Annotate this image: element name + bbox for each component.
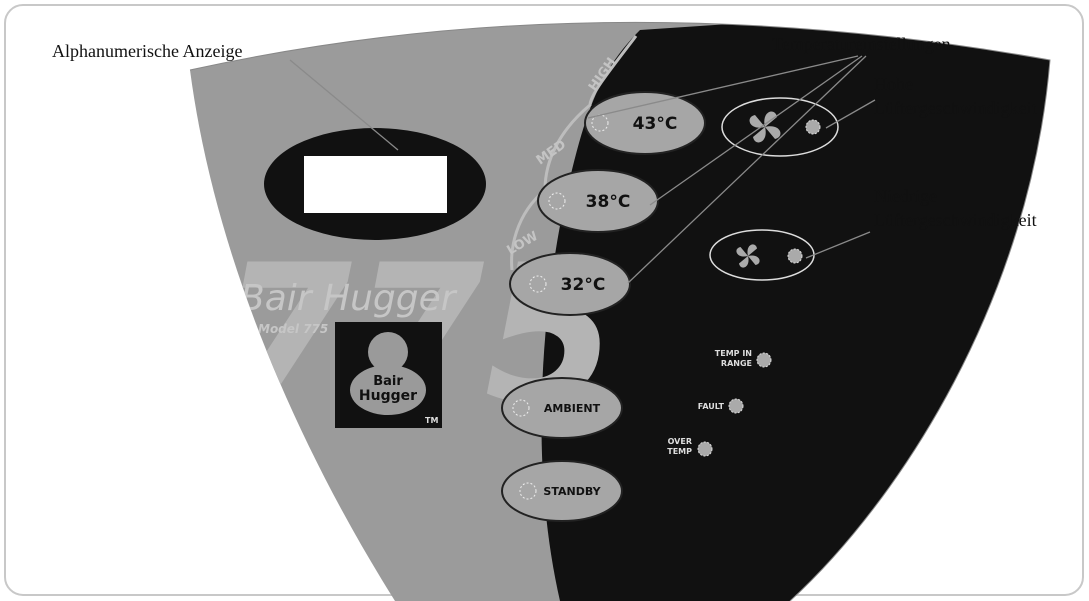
- fan-high-button[interactable]: [721, 97, 839, 157]
- display: [304, 156, 447, 213]
- temp-button[interactable]: 43°C: [584, 91, 706, 155]
- wave-edge: [510, 35, 638, 271]
- leader-line: [587, 55, 859, 119]
- callout: Niedrige: [874, 186, 937, 206]
- callout: Hohe: [874, 74, 913, 94]
- indicator-light: [728, 398, 744, 414]
- temp-button[interactable]: 38°C: [537, 169, 659, 233]
- indicator-label: TEMP: [667, 447, 692, 456]
- indicator-label: RANGE: [721, 359, 752, 368]
- brand-model: Model 775: [258, 322, 328, 336]
- bear-head: [368, 332, 408, 372]
- callout: Lüftergeschwindigkeit: [874, 210, 1037, 230]
- temp-label: 43°C: [633, 114, 678, 134]
- brand-name: Bair Hugger: [240, 278, 458, 319]
- standby-button[interactable]: STANDBY: [501, 460, 623, 522]
- bear-body: [350, 365, 426, 415]
- indicator-label: OVER: [668, 437, 692, 446]
- temp-label: 32°C: [561, 275, 606, 295]
- indicator-light: [697, 441, 713, 457]
- button-label: AMBIENT: [544, 402, 601, 415]
- indicator-label: TEMP IN: [715, 349, 752, 358]
- button-label: STANDBY: [543, 485, 601, 498]
- trademark: TM: [425, 416, 438, 425]
- leader-line: [627, 55, 867, 284]
- leader-line: [649, 55, 863, 206]
- leader-line: [805, 231, 871, 259]
- temp-label: 38°C: [586, 192, 631, 212]
- panel-outline: [189, 21, 1051, 601]
- indicator-light: [756, 352, 772, 368]
- callout: Lüftergeschwindigkeit: [874, 98, 1037, 118]
- leader-line: [825, 99, 876, 129]
- callout: Temperatureinstellungen: [772, 34, 951, 54]
- indicator-label: FAULT: [698, 402, 725, 411]
- logo-text: Bair: [373, 374, 403, 389]
- leader-line: [289, 59, 399, 151]
- callout: Alphanumerische Anzeige: [52, 41, 242, 61]
- temp-button[interactable]: 32°C: [509, 252, 631, 316]
- ambient-button[interactable]: AMBIENT: [501, 377, 623, 439]
- logo-text: Hugger: [359, 388, 417, 404]
